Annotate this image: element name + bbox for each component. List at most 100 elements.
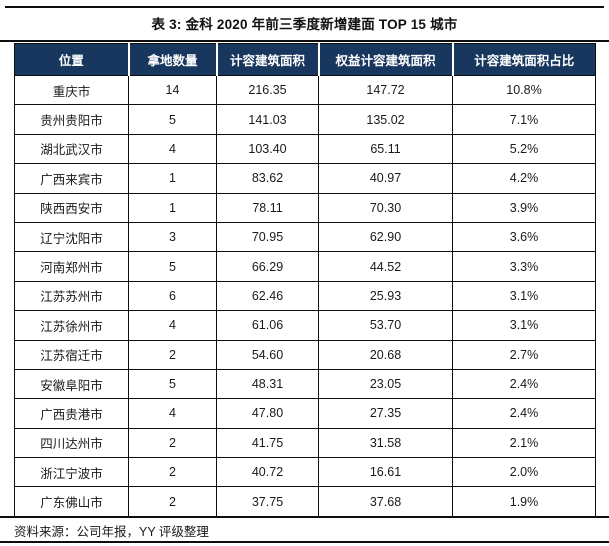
- cell-attributable-gfa: 20.68: [318, 339, 453, 370]
- table-row: 重庆市 14 216.35 147.72 10.8%: [14, 74, 596, 106]
- cell-attributable-gfa: 25.93: [318, 280, 453, 312]
- header-gfa: 计容建筑面积: [215, 43, 320, 76]
- cell-gfa-share: 2.7%: [452, 339, 596, 370]
- cell-gfa: 48.31: [216, 368, 319, 400]
- cell-attributable-gfa: 135.02: [318, 104, 453, 135]
- table-row: 陕西西安市 1 78.11 70.30 3.9%: [14, 192, 596, 223]
- cell-gfa: 37.75: [216, 486, 319, 517]
- top15-cities-table: 位置 拿地数量 计容建筑面积 权益计容建筑面积 计容建筑面积占比 重庆市 14 21…: [14, 43, 596, 517]
- cell-location: 湖北武汉市: [14, 133, 129, 165]
- cell-attributable-gfa: 40.97: [318, 163, 453, 194]
- cell-location: 安徽阜阳市: [14, 368, 129, 400]
- cell-land-count: 5: [128, 251, 217, 282]
- cell-gfa: 62.46: [216, 280, 319, 312]
- cell-location: 贵州贵阳市: [14, 104, 129, 135]
- cell-gfa-share: 2.0%: [452, 457, 596, 488]
- table-body: 重庆市 14 216.35 147.72 10.8% 贵州贵阳市 5 141.03 135.02…: [14, 74, 596, 517]
- title-rule: [0, 40, 609, 42]
- cell-location: 广西贵港市: [14, 398, 129, 429]
- table-row: 江苏苏州市 6 62.46 25.93 3.1%: [14, 280, 596, 312]
- header-location: 位置: [14, 43, 130, 76]
- table-row: 辽宁沈阳市 3 70.95 62.90 3.6%: [14, 221, 596, 253]
- cell-attributable-gfa: 37.68: [318, 486, 453, 517]
- cell-location: 辽宁沈阳市: [14, 221, 129, 253]
- cell-attributable-gfa: 147.72: [318, 74, 453, 106]
- cell-attributable-gfa: 62.90: [318, 221, 453, 253]
- cell-gfa: 103.40: [216, 133, 319, 165]
- cell-location: 重庆市: [14, 74, 129, 106]
- cell-gfa: 61.06: [216, 310, 319, 341]
- cell-gfa-share: 1.9%: [452, 486, 596, 517]
- cell-location: 江苏苏州市: [14, 280, 129, 312]
- cell-gfa-share: 2.4%: [452, 398, 596, 429]
- cell-gfa-share: 10.8%: [452, 74, 596, 106]
- cell-gfa-share: 3.9%: [452, 192, 596, 223]
- cell-attributable-gfa: 23.05: [318, 368, 453, 400]
- footer-rule: [0, 516, 609, 518]
- table-row: 江苏宿迁市 2 54.60 20.68 2.7%: [14, 339, 596, 370]
- cell-gfa-share: 2.4%: [452, 368, 596, 400]
- source-note: 资料来源：公司年报，YY 评级整理: [14, 525, 209, 539]
- cell-attributable-gfa: 16.61: [318, 457, 453, 488]
- cell-gfa-share: 7.1%: [452, 104, 596, 135]
- cell-location: 河南郑州市: [14, 251, 129, 282]
- cell-gfa: 83.62: [216, 163, 319, 194]
- cell-location: 广西来宾市: [14, 163, 129, 194]
- cell-location: 江苏宿迁市: [14, 339, 129, 370]
- table-row: 浙江宁波市 2 40.72 16.61 2.0%: [14, 457, 596, 488]
- cell-gfa-share: 5.2%: [452, 133, 596, 165]
- header-land-count: 拿地数量: [127, 43, 218, 76]
- cell-location: 浙江宁波市: [14, 457, 129, 488]
- cell-land-count: 1: [128, 192, 217, 223]
- cell-gfa: 141.03: [216, 104, 319, 135]
- cell-gfa-share: 3.1%: [452, 310, 596, 341]
- cell-location: 广东佛山市: [14, 486, 129, 517]
- cell-gfa: 54.60: [216, 339, 319, 370]
- table-row: 湖北武汉市 4 103.40 65.11 5.2%: [14, 133, 596, 165]
- cell-land-count: 5: [128, 104, 217, 135]
- header-attributable-gfa: 权益计容建筑面积: [317, 43, 454, 76]
- cell-land-count: 2: [128, 339, 217, 370]
- table-row: 广东佛山市 2 37.75 37.68 1.9%: [14, 486, 596, 517]
- cell-gfa-share: 3.3%: [452, 251, 596, 282]
- cell-attributable-gfa: 27.35: [318, 398, 453, 429]
- cell-land-count: 6: [128, 280, 217, 312]
- cell-land-count: 3: [128, 221, 217, 253]
- cell-attributable-gfa: 44.52: [318, 251, 453, 282]
- cell-land-count: 2: [128, 457, 217, 488]
- bottom-rule: [0, 541, 609, 543]
- table-row: 贵州贵阳市 5 141.03 135.02 7.1%: [14, 104, 596, 135]
- cell-gfa: 47.80: [216, 398, 319, 429]
- cell-gfa: 78.11: [216, 192, 319, 223]
- cell-attributable-gfa: 70.30: [318, 192, 453, 223]
- header-gfa-share: 计容建筑面积占比: [451, 43, 596, 76]
- cell-location: 四川达州市: [14, 427, 129, 459]
- cell-gfa: 66.29: [216, 251, 319, 282]
- cell-location: 陕西西安市: [14, 192, 129, 223]
- cell-land-count: 1: [128, 163, 217, 194]
- cell-attributable-gfa: 53.70: [318, 310, 453, 341]
- cell-land-count: 14: [128, 74, 217, 106]
- cell-location: 江苏徐州市: [14, 310, 129, 341]
- cell-gfa-share: 3.6%: [452, 221, 596, 253]
- cell-land-count: 4: [128, 398, 217, 429]
- table-row: 广西来宾市 1 83.62 40.97 4.2%: [14, 163, 596, 194]
- cell-gfa-share: 3.1%: [452, 280, 596, 312]
- cell-land-count: 4: [128, 133, 217, 165]
- table-header: 位置 拿地数量 计容建筑面积 权益计容建筑面积 计容建筑面积占比: [14, 43, 596, 76]
- cell-attributable-gfa: 31.58: [318, 427, 453, 459]
- table-row: 广西贵港市 4 47.80 27.35 2.4%: [14, 398, 596, 429]
- cell-gfa: 216.35: [216, 74, 319, 106]
- table-row: 河南郑州市 5 66.29 44.52 3.3%: [14, 251, 596, 282]
- cell-gfa-share: 2.1%: [452, 427, 596, 459]
- header-row: 位置 拿地数量 计容建筑面积 权益计容建筑面积 计容建筑面积占比: [14, 43, 596, 76]
- table-row: 四川达州市 2 41.75 31.58 2.1%: [14, 427, 596, 459]
- table-row: 安徽阜阳市 5 48.31 23.05 2.4%: [14, 368, 596, 400]
- cell-gfa: 41.75: [216, 427, 319, 459]
- top-rule: [5, 6, 604, 8]
- table-title: 表 3: 金科 2020 年前三季度新增建面 TOP 15 城市: [151, 17, 458, 32]
- cell-land-count: 5: [128, 368, 217, 400]
- cell-gfa: 70.95: [216, 221, 319, 253]
- cell-land-count: 2: [128, 427, 217, 459]
